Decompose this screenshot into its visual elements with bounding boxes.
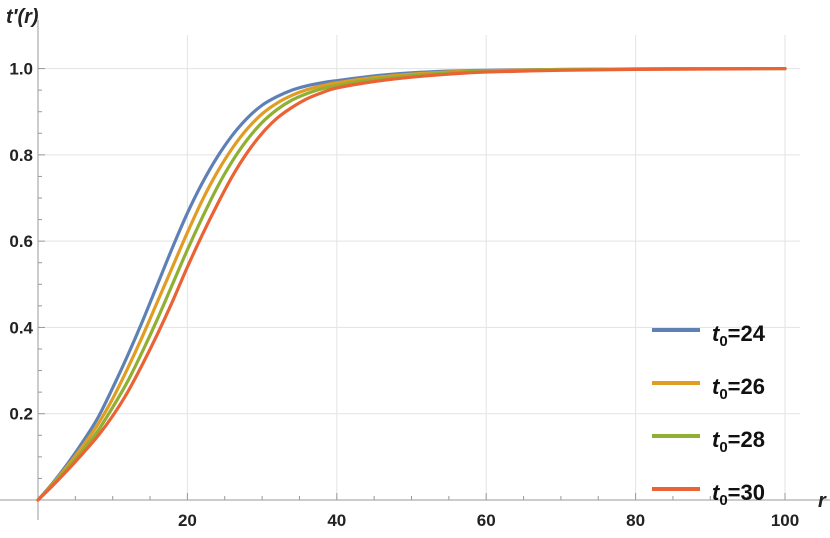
series-lines xyxy=(36,66,787,502)
legend-item: t0=30 xyxy=(652,480,765,509)
x-tick-label: 80 xyxy=(626,511,645,530)
legend-label: t0=30 xyxy=(712,480,765,509)
y-axis-label: t′(r) xyxy=(6,6,39,28)
legend-label: t0=24 xyxy=(712,321,766,350)
x-tick-label: 40 xyxy=(327,511,346,530)
y-tick-label: 0.6 xyxy=(9,232,33,251)
legend-item: t0=26 xyxy=(652,374,765,403)
axes xyxy=(0,20,830,520)
legend: t0=24 t0=26 t0=28 t0=30 xyxy=(652,321,766,509)
x-tick-label: 60 xyxy=(477,511,496,530)
y-tick-label: 0.8 xyxy=(9,146,33,165)
legend-label: t0=28 xyxy=(712,427,765,456)
x-tick-label: 20 xyxy=(178,511,197,530)
legend-item: t0=28 xyxy=(652,427,765,456)
y-tick-label: 1.0 xyxy=(9,60,33,79)
legend-item: t0=24 xyxy=(652,321,766,350)
x-tick-label: 100 xyxy=(771,511,799,530)
ticks: 20 40 60 80 100 0.2 0.4 0.6 0.8 1.0 xyxy=(9,60,799,530)
y-tick-label: 0.4 xyxy=(9,318,33,337)
series-line-t0-30 xyxy=(36,66,787,502)
y-tick-label: 0.2 xyxy=(9,405,33,424)
legend-label: t0=26 xyxy=(712,374,765,403)
grid xyxy=(38,35,800,500)
x-axis-label: r xyxy=(818,490,827,512)
